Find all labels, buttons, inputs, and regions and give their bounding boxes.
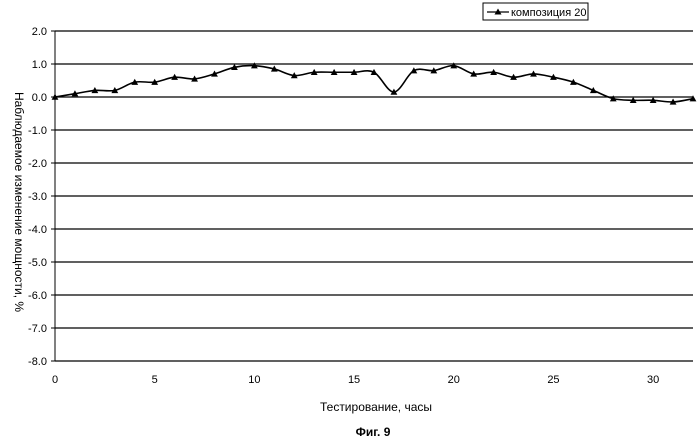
y-tick-label: -8.0 <box>28 356 47 368</box>
legend: композиция 20 <box>483 3 588 20</box>
y-tick-label: 0.0 <box>32 92 47 104</box>
y-tick-label: -7.0 <box>28 323 47 335</box>
y-tick-label: -3.0 <box>28 191 47 203</box>
y-tick-label: 1.0 <box>32 59 47 71</box>
y-tick-label: -6.0 <box>28 290 47 302</box>
x-tick-label: 15 <box>348 374 360 386</box>
figure-caption: Фиг. 9 <box>356 425 391 439</box>
x-tick-label: 20 <box>448 374 460 386</box>
y-tick-label: -2.0 <box>28 158 47 170</box>
y-axis-title: Наблюдаемое изменение мощности, % <box>12 92 26 312</box>
x-axis-title: Тестирование, часы <box>320 400 432 414</box>
x-tick-label: 5 <box>152 374 158 386</box>
y-axis-ticks: 2.0 1.0 0.0 -1.0 -2.0 -3.0 -4.0 -5.0 -6.0 -7.0 -8.… <box>28 26 55 368</box>
x-tick-label: 25 <box>547 374 559 386</box>
x-axis-ticks: 0 5 10 15 20 25 30 <box>52 374 659 386</box>
x-tick-label: 0 <box>52 374 58 386</box>
x-tick-label: 10 <box>248 374 260 386</box>
y-tick-label: -5.0 <box>28 257 47 269</box>
y-tick-label: -1.0 <box>28 125 47 137</box>
series-layer <box>52 62 697 104</box>
y-tick-label: -4.0 <box>28 224 47 236</box>
legend-label: композиция 20 <box>511 7 586 19</box>
x-tick-label: 30 <box>647 374 659 386</box>
y-tick-label: 2.0 <box>32 26 47 38</box>
gridlines <box>55 31 693 361</box>
